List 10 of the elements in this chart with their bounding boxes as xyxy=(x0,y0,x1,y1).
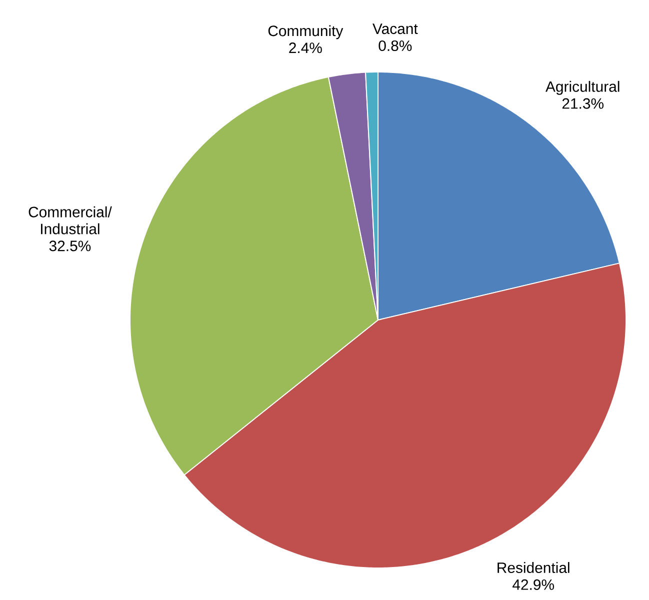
data-label: 32.5% xyxy=(49,240,91,252)
data-label: 0.8% xyxy=(378,40,412,52)
slice-label: Residential xyxy=(498,562,570,574)
data-label: 2.4% xyxy=(289,42,322,54)
slice-label: Commercial/Industrial xyxy=(28,206,112,234)
slice-label: Vacant xyxy=(372,24,418,34)
slice-label: Agricultural xyxy=(546,80,620,95)
slice-label: Community xyxy=(268,25,344,40)
data-label: 42.9% xyxy=(512,579,554,590)
data-label: 21.3% xyxy=(562,98,604,109)
